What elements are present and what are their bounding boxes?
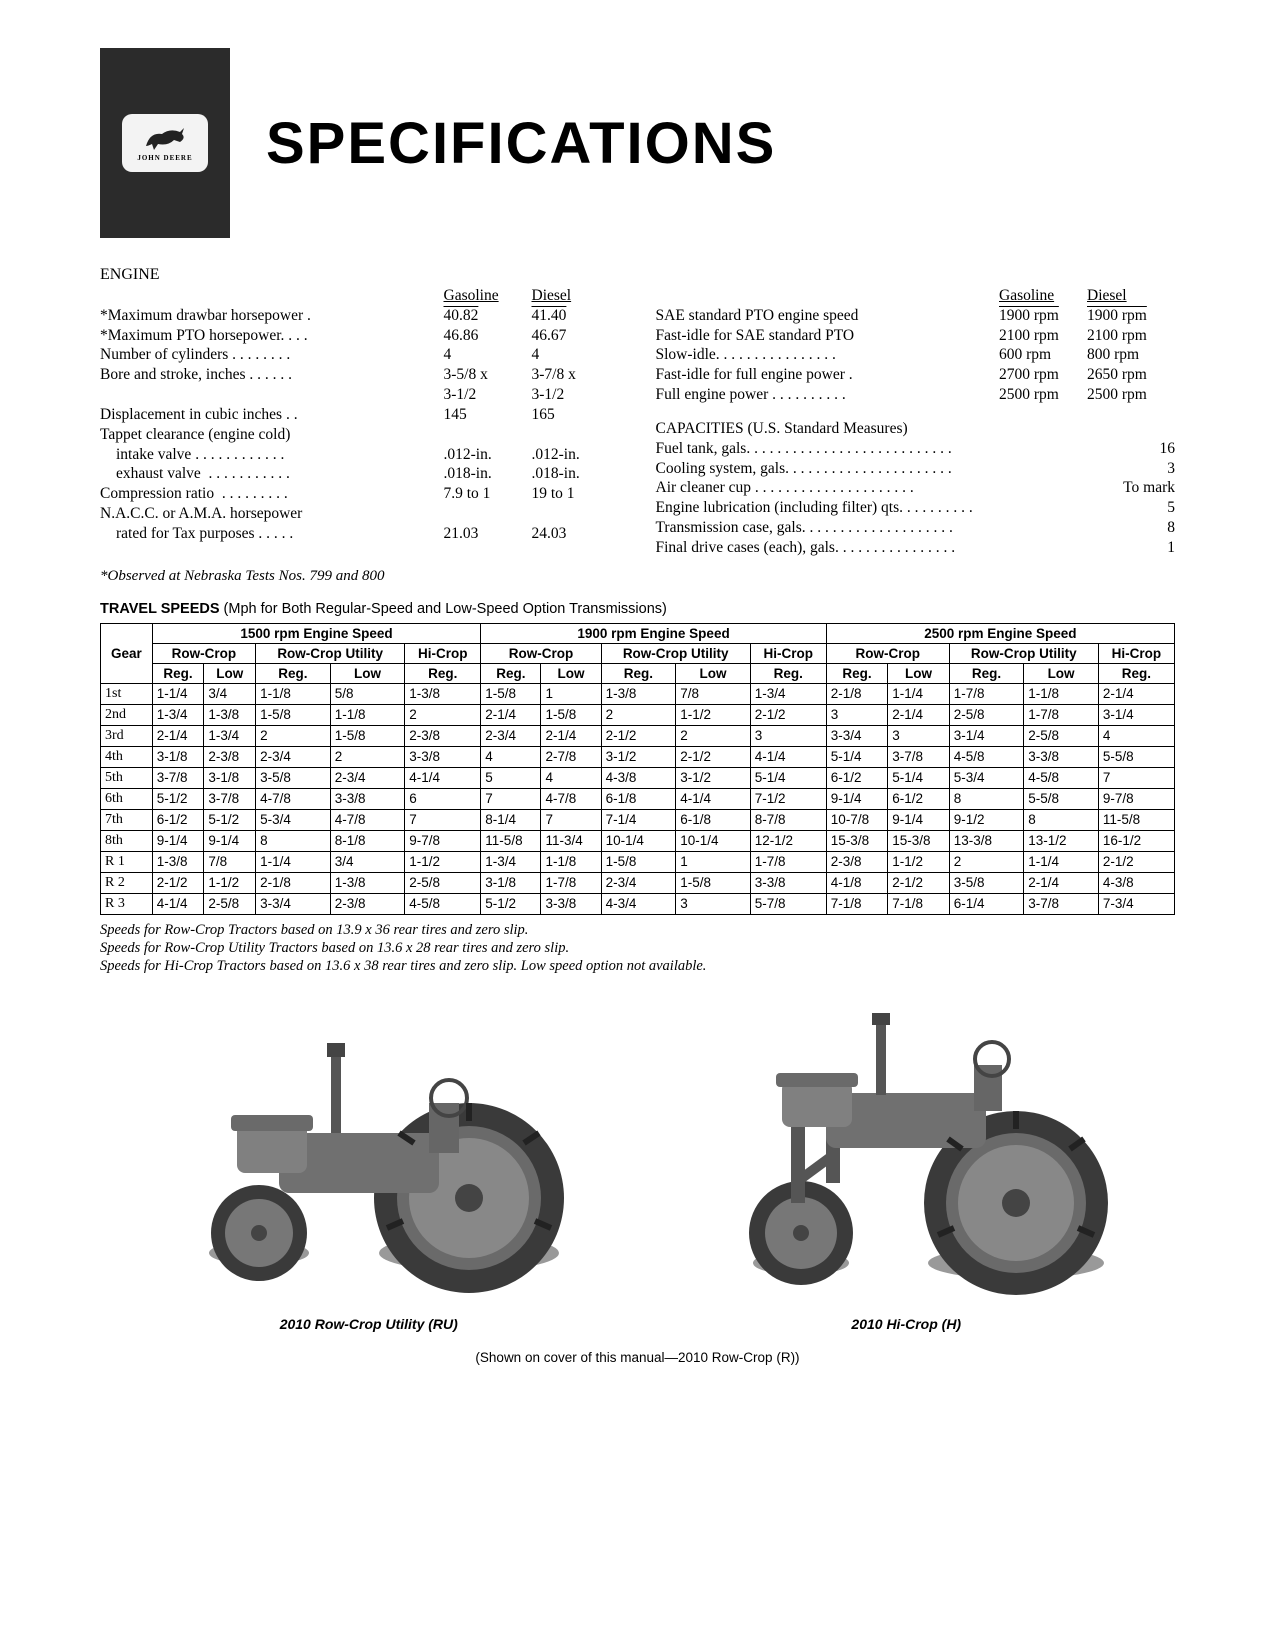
table-row: 4th3-1/82-3/82-3/423-3/842-7/83-1/22-1/2…	[101, 746, 1175, 767]
table-row: 6th5-1/23-7/84-7/83-3/8674-7/86-1/84-1/4…	[101, 788, 1175, 809]
th-1900: 1900 rpm Engine Speed	[481, 623, 827, 643]
spec-row: Number of cylinders . . . . . . . .44	[100, 345, 620, 365]
speeds-title-bold: TRAVEL SPEEDS	[100, 601, 220, 617]
gear-header: Gear	[101, 623, 153, 683]
spec-columns: Gasoline Diesel *Maximum drawbar horsepo…	[100, 286, 1175, 558]
th-2500: 2500 rpm Engine Speed	[826, 623, 1174, 643]
spec-row: N.A.C.C. or A.M.A. horsepower	[100, 504, 620, 524]
right-col-head: Gasoline Diesel	[656, 286, 1176, 306]
tractor-images: 2010 Row-Crop Utility (RU)	[100, 1003, 1175, 1332]
tractor-right: 2010 Hi-Crop (H)	[686, 1003, 1126, 1332]
th-1500: 1500 rpm Engine Speed	[152, 623, 481, 643]
capacities-heading: CAPACITIES (U.S. Standard Measures)	[656, 419, 1176, 439]
spec-row: intake valve . . . . . . . . . . . ..012…	[100, 445, 620, 465]
spec-row: Fast-idle for full engine power .2700 rp…	[656, 365, 1176, 385]
cap-row: Air cleaner cup . . . . . . . . . . . . …	[656, 478, 1176, 498]
brand-text: JOHN DEERE	[137, 154, 192, 162]
spec-row: Compression ratio . . . . . . . . .7.9 t…	[100, 484, 620, 504]
table-row: 8th9-1/49-1/488-1/89-7/811-5/811-3/410-1…	[101, 830, 1175, 851]
gas-head: Gasoline	[444, 286, 532, 306]
engine-footnote: *Observed at Nebraska Tests Nos. 799 and…	[100, 568, 1175, 585]
speeds-table: Gear 1500 rpm Engine Speed 1900 rpm Engi…	[100, 623, 1175, 915]
cap-row: Fuel tank, gals. . . . . . . . . . . . .…	[656, 439, 1176, 459]
right-column: Gasoline Diesel SAE standard PTO engine …	[656, 286, 1176, 558]
spec-row: 3-1/23-1/2	[100, 385, 620, 405]
tractor-left: 2010 Row-Crop Utility (RU)	[149, 1003, 589, 1332]
gas-head-r: Gasoline	[999, 286, 1087, 306]
spec-row: rated for Tax purposes . . . . .21.0324.…	[100, 524, 620, 544]
cover-caption: (Shown on cover of this manual—2010 Row-…	[100, 1350, 1175, 1365]
cap-row: Cooling system, gals. . . . . . . . . . …	[656, 459, 1176, 479]
header: JOHN DEERE SPECIFICATIONS	[100, 48, 1175, 238]
spec-row: Slow-idle. . . . . . . . . . . . . . . .…	[656, 345, 1176, 365]
caption-right: 2010 Hi-Crop (H)	[686, 1316, 1126, 1332]
speeds-title-rest: (Mph for Both Regular-Speed and Low-Spee…	[220, 601, 667, 617]
die-head: Diesel	[532, 286, 620, 306]
speeds-title: TRAVEL SPEEDS (Mph for Both Regular-Spee…	[100, 601, 1175, 617]
spec-row: Fast-idle for SAE standard PTO2100 rpm21…	[656, 326, 1176, 346]
spec-row: Displacement in cubic inches . .145165	[100, 405, 620, 425]
table-row: R 22-1/21-1/22-1/81-3/82-5/83-1/81-7/82-…	[101, 872, 1175, 893]
page-title: SPECIFICATIONS	[266, 110, 776, 177]
tractor-h-icon	[686, 1003, 1126, 1303]
cap-row: Final drive cases (each), gals. . . . . …	[656, 538, 1176, 558]
cap-row: Engine lubrication (including filter) qt…	[656, 498, 1176, 518]
table-row: R 34-1/42-5/83-3/42-3/84-5/85-1/23-3/84-…	[101, 893, 1175, 914]
table-row: 7th6-1/25-1/25-3/44-7/878-1/477-1/46-1/8…	[101, 809, 1175, 830]
spec-row: Full engine power . . . . . . . . . .250…	[656, 385, 1176, 405]
table-row: R 11-3/87/81-1/43/41-1/21-3/41-1/81-5/81…	[101, 851, 1175, 872]
deer-icon	[140, 124, 190, 152]
table-row: 5th3-7/83-1/83-5/82-3/44-1/4544-3/83-1/2…	[101, 767, 1175, 788]
page: JOHN DEERE SPECIFICATIONS ENGINE Gasolin…	[0, 0, 1275, 1650]
table-row: 3rd2-1/41-3/421-5/82-3/82-3/42-1/42-1/22…	[101, 725, 1175, 746]
cap-row: Transmission case, gals. . . . . . . . .…	[656, 518, 1176, 538]
speeds-notes: Speeds for Row-Crop Tractors based on 13…	[100, 921, 1175, 975]
spec-row: *Maximum drawbar horsepower .40.8241.40	[100, 306, 620, 326]
spec-row: *Maximum PTO horsepower. . . .46.8646.67	[100, 326, 620, 346]
spec-row: Tappet clearance (engine cold)	[100, 425, 620, 445]
spec-row: exhaust valve . . . . . . . . . . ..018-…	[100, 464, 620, 484]
spec-row: Bore and stroke, inches . . . . . .3-5/8…	[100, 365, 620, 385]
caption-left: 2010 Row-Crop Utility (RU)	[149, 1316, 589, 1332]
engine-heading: ENGINE	[100, 266, 1175, 284]
left-column: Gasoline Diesel *Maximum drawbar horsepo…	[100, 286, 620, 558]
spec-row: SAE standard PTO engine speed1900 rpm190…	[656, 306, 1176, 326]
die-head-r: Diesel	[1087, 286, 1175, 306]
table-row: 1st1-1/43/41-1/85/81-3/81-5/811-3/87/81-…	[101, 683, 1175, 704]
left-col-head: Gasoline Diesel	[100, 286, 620, 306]
table-row: 2nd1-3/41-3/81-5/81-1/822-1/41-5/821-1/2…	[101, 704, 1175, 725]
tractor-ru-icon	[149, 1003, 589, 1303]
logo: JOHN DEERE	[122, 114, 208, 172]
logo-block: JOHN DEERE	[100, 48, 230, 238]
